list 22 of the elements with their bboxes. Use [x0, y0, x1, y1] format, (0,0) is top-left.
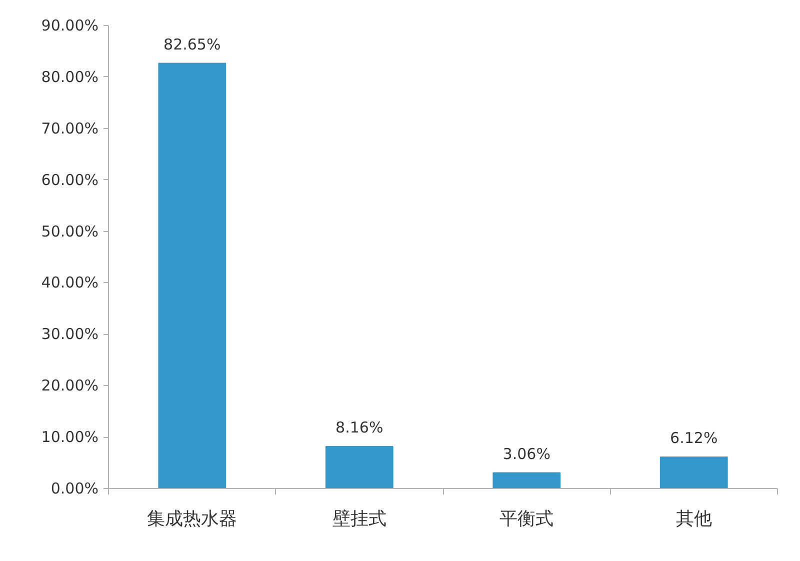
data-label: 3.06%	[502, 444, 550, 463]
y-tick-label: 80.00%	[41, 68, 99, 86]
bar	[158, 62, 226, 488]
y-tick-label: 0.00%	[50, 480, 99, 498]
x-tick-label: 壁挂式	[332, 508, 386, 530]
data-label: 6.12%	[670, 429, 718, 448]
y-tick-label: 70.00%	[41, 119, 99, 138]
bar	[325, 446, 394, 488]
x-tick-label: 集成热水器	[147, 508, 238, 530]
y-tick-label: 30.00%	[41, 325, 99, 344]
data-label: 82.65%	[164, 35, 221, 54]
y-tick-label: 90.00%	[41, 16, 99, 34]
y-tick-label: 10.00%	[41, 428, 99, 446]
y-tick-label: 20.00%	[41, 376, 99, 395]
y-tick-label: 60.00%	[41, 170, 99, 189]
data-label: 8.16%	[336, 418, 384, 437]
bar	[660, 456, 728, 488]
y-tick-label: 50.00%	[41, 222, 99, 240]
x-tick-label: 其他	[676, 508, 712, 530]
x-tick-label: 平衡式	[500, 508, 554, 530]
y-tick-label: 40.00%	[41, 274, 99, 292]
bar	[492, 472, 561, 488]
